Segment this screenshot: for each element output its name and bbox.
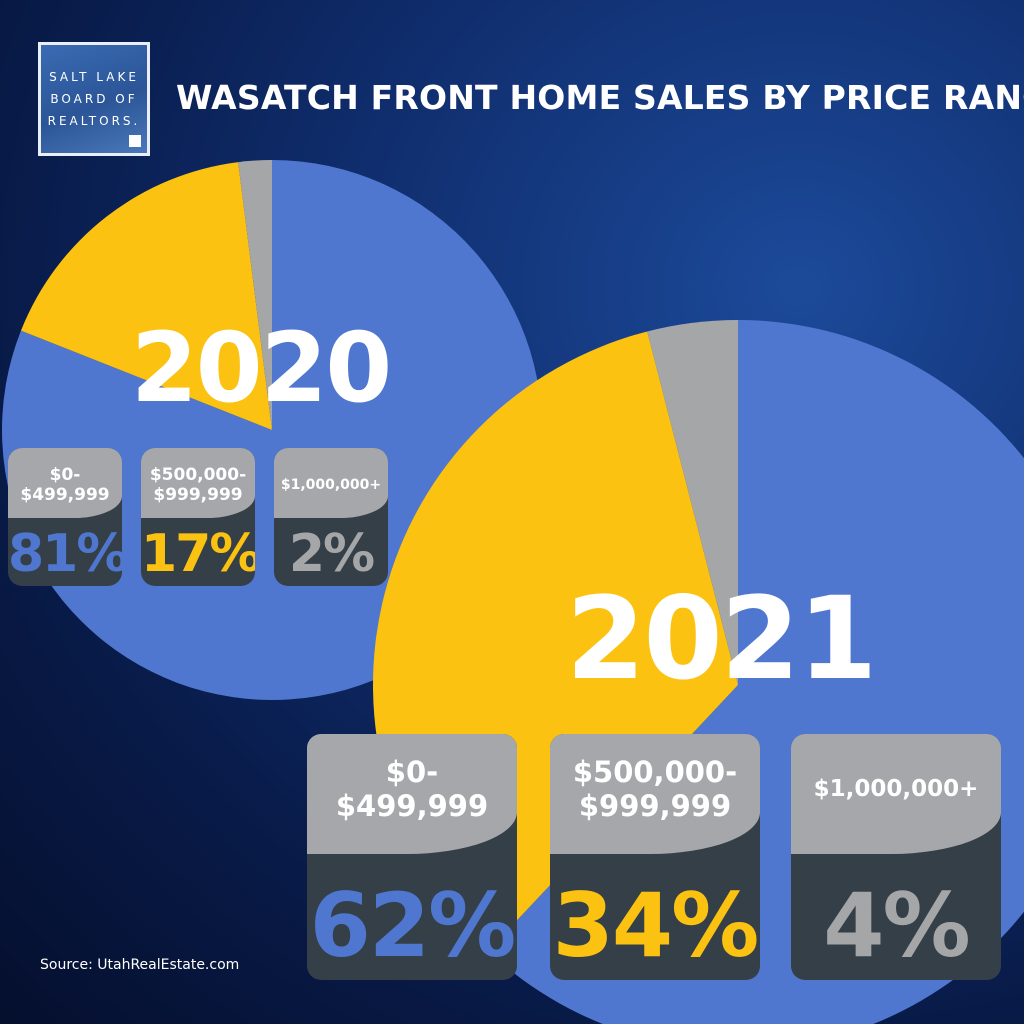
year-label-2021: 2021	[566, 572, 877, 705]
card-range: $0- $499,999	[8, 448, 122, 518]
range-line: $999,999	[153, 485, 243, 505]
card-2020-over-1m: $1,000,000+ 2%	[274, 448, 388, 586]
year-label-2020: 2020	[131, 312, 392, 424]
range-line: $0-	[385, 755, 439, 789]
page-title: WASATCH FRONT HOME SALES BY PRICE RANGE	[176, 78, 1024, 117]
range-line: $0-	[49, 465, 81, 485]
card-range: $500,000- $999,999	[550, 734, 760, 854]
card-range: $1,000,000+	[791, 734, 1001, 854]
card-percent: 62%	[309, 874, 517, 977]
card-percent: 81%	[8, 524, 122, 584]
card-range: $0- $499,999	[307, 734, 517, 854]
source-note: Source: UtahRealEstate.com	[40, 957, 240, 973]
pie-2021-slice-2	[647, 320, 738, 685]
card-percent: 2%	[288, 524, 375, 584]
card-percent: 17%	[141, 524, 255, 584]
card-2021-500k-1m: $500,000- $999,999 34%	[550, 734, 760, 980]
card-range: $1,000,000+	[274, 448, 388, 518]
card-percent: 34%	[552, 874, 760, 977]
pie-2020-slice-2	[238, 160, 272, 430]
logo: SALT LAKE BOARD OF REALTORS.	[38, 42, 150, 156]
card-2020-under-500k: $0- $499,999 81%	[8, 448, 122, 586]
range-line: $1,000,000+	[280, 477, 382, 493]
card-2021-under-500k: $0- $499,999 62%	[307, 734, 517, 980]
pie-2020-slice-1	[20, 162, 273, 430]
range-line: $499,999	[20, 485, 110, 505]
range-line: $500,000-	[572, 755, 738, 789]
range-line: $499,999	[335, 789, 489, 823]
card-percent: 4%	[823, 874, 970, 977]
card-range: $500,000- $999,999	[141, 448, 255, 518]
card-2020-500k-1m: $500,000- $999,999 17%	[141, 448, 255, 586]
card-2021-over-1m: $1,000,000+ 4%	[791, 734, 1001, 980]
logo-line: SALT LAKE	[49, 70, 139, 84]
logo-line: REALTORS.	[47, 114, 141, 128]
range-line: $999,999	[578, 789, 732, 823]
range-line: $500,000-	[149, 465, 247, 485]
realtor-mark-icon	[129, 135, 141, 147]
logo-line: BOARD OF	[50, 92, 138, 106]
range-line: $1,000,000+	[813, 776, 979, 802]
